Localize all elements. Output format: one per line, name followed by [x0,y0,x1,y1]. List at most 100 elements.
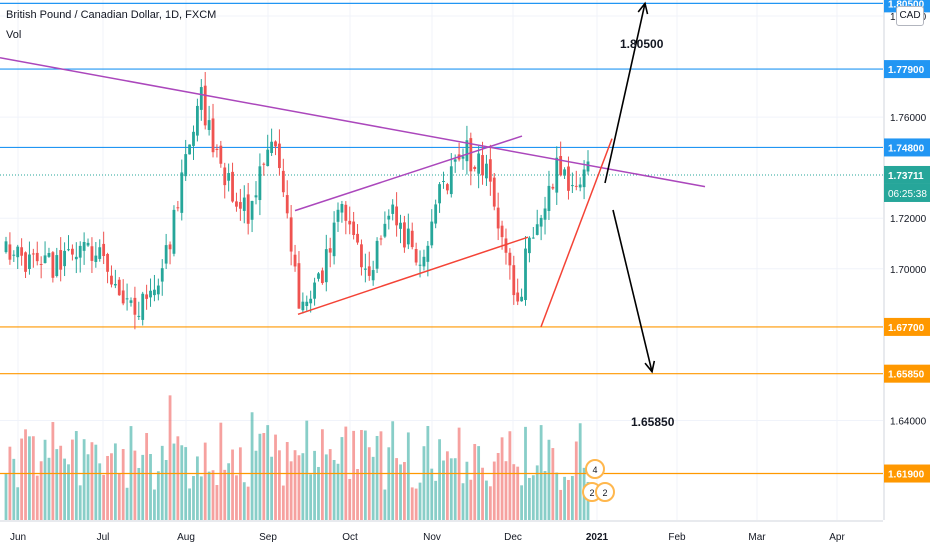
countdown-tag[interactable] [884,183,930,202]
volume-bar [176,436,180,520]
price-level-tag[interactable] [884,464,930,483]
volume-bar [51,422,55,520]
volume-bar [367,447,371,520]
candlesticks [4,71,590,330]
volume-bar [563,476,566,520]
time-tick-label: Mar [748,532,766,543]
candle-body [12,254,16,256]
volume-bar [336,463,340,520]
volume-bar [438,439,441,520]
candle-body [270,141,274,154]
candle-body [24,252,27,272]
candle-body [254,195,258,198]
candle-body [47,252,51,257]
time-tick-label: Jul [97,532,110,543]
volume-bar [324,454,328,520]
candle-body [145,294,149,299]
candle-body [324,249,328,283]
candle-body [399,222,402,229]
candle-body [94,255,98,262]
volume-bar [531,475,535,520]
candle-body [360,244,363,268]
price-level-tag[interactable] [884,317,930,336]
candle-body [149,290,152,298]
volume-bar [215,485,219,520]
volume-bar [86,454,90,520]
candle-body [485,163,488,179]
candle-body [184,154,188,177]
price-axis[interactable]: 1.800001.760001.720001.700001.640001.805… [883,0,930,520]
volume-bar [250,412,254,520]
candle-body [520,296,523,302]
candle-body [313,282,316,299]
volume-bar [133,450,137,520]
event-badge [595,482,615,502]
candle-body [176,207,180,209]
candle-body [293,254,297,267]
time-axis[interactable]: Jun Jul Aug Sep Oct Nov Dec 2021 Feb Mar Apr [0,520,883,543]
candle-body [266,149,270,167]
volume-bar [47,457,51,520]
current-price-tag[interactable] [884,165,930,184]
volume-bar [223,469,227,520]
currency-button[interactable]: CAD [896,6,924,26]
channel-lower-line [297,236,529,315]
time-tick-label: Aug [177,532,195,543]
volume-bar [539,425,543,520]
candle-body [461,156,465,159]
candle-body [172,209,176,254]
candle-body [141,293,145,320]
volume-bar [547,439,551,520]
volume-bar [16,487,20,520]
volume-bar [278,450,281,520]
volume-bar [172,443,176,520]
volume-bar [266,425,270,520]
candle-body [246,194,250,224]
candle-body [535,224,539,235]
time-tick-label: Jun [10,532,26,543]
candle-body [98,247,102,259]
volume-bar [410,487,414,520]
candle-body [442,181,445,183]
price-tick-label: 1.70000 [890,265,927,276]
candle-body [317,273,320,279]
candle-body [223,167,227,186]
bearish-arrow [612,209,653,372]
candle-body [63,250,66,267]
event-badges[interactable]: 4 2 2 [582,459,615,502]
candle-body [242,197,246,211]
volume-bar [156,471,160,520]
price-level-tag-text: 1.67700 [888,323,925,334]
candle-body [51,252,55,278]
volume-bar [516,466,520,520]
volume-bar [43,439,47,520]
candle-body [344,204,348,221]
candle-body [211,118,215,153]
volume-bar [254,450,258,520]
volume-bar [477,446,481,520]
candle-body [207,120,211,130]
volume-bar [149,454,152,520]
candle-body [160,268,164,282]
candle-body [39,263,43,265]
candle-body [391,204,395,214]
candle-body [121,290,125,304]
candle-body [305,301,309,307]
candle-body [180,172,184,213]
price-level-tag[interactable] [884,364,930,383]
candle-body [125,298,129,300]
volume-bar [567,479,570,520]
volume-bar [488,486,492,520]
candle-body [543,208,547,220]
volume-bar [578,423,582,520]
volume-bar [383,489,387,520]
volume-bar [317,466,320,520]
candle-body [102,243,106,257]
volume-bar [35,475,39,520]
volume-bar [395,458,399,520]
price-level-tag[interactable] [884,60,930,79]
price-level-tag[interactable] [884,138,930,157]
volume-bar [434,480,438,520]
chart-grid [0,0,883,520]
